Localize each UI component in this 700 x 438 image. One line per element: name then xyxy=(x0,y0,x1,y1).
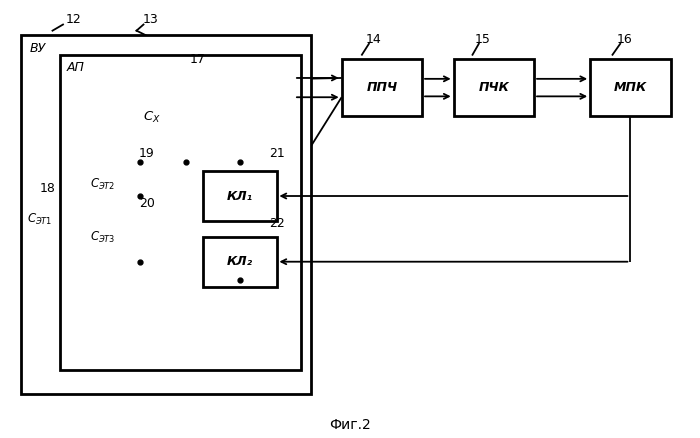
Text: 16: 16 xyxy=(617,33,632,46)
Bar xyxy=(21,35,312,394)
Bar xyxy=(590,59,671,116)
Text: 19: 19 xyxy=(139,147,155,160)
Text: 18: 18 xyxy=(40,182,55,195)
Text: АП: АП xyxy=(66,61,85,74)
Text: КЛ₁: КЛ₁ xyxy=(227,190,253,202)
Bar xyxy=(203,237,276,287)
Text: КЛ₂: КЛ₂ xyxy=(227,255,253,268)
Text: 13: 13 xyxy=(143,13,158,26)
Text: 15: 15 xyxy=(475,33,491,46)
Text: 14: 14 xyxy=(365,33,381,46)
Bar xyxy=(342,59,422,116)
Text: 12: 12 xyxy=(66,13,81,26)
Text: 21: 21 xyxy=(269,147,284,160)
Text: ППЧ: ППЧ xyxy=(366,81,398,94)
Bar xyxy=(203,171,276,221)
Text: Фиг.2: Фиг.2 xyxy=(329,418,371,432)
Text: $C_{ЭТ3}$: $C_{ЭТ3}$ xyxy=(90,230,116,245)
Text: $C_{ЭТ2}$: $C_{ЭТ2}$ xyxy=(90,177,116,192)
Text: 20: 20 xyxy=(139,197,155,210)
Text: ВУ: ВУ xyxy=(29,42,46,55)
Text: 22: 22 xyxy=(269,217,284,230)
Bar xyxy=(454,59,534,116)
Text: 17: 17 xyxy=(190,53,205,66)
Bar xyxy=(60,55,301,370)
Text: $C_{ЭТ1}$: $C_{ЭТ1}$ xyxy=(27,212,52,227)
Text: ПЧК: ПЧК xyxy=(478,81,510,94)
Text: $C_X$: $C_X$ xyxy=(144,110,161,125)
Text: МПК: МПК xyxy=(614,81,647,94)
